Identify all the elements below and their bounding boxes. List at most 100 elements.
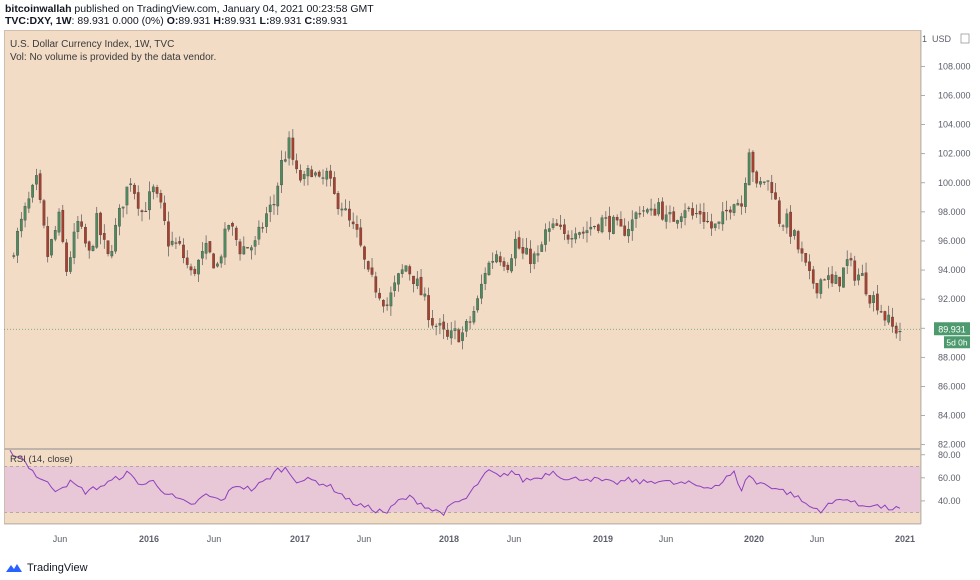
price-axis[interactable]: 82.00084.00086.00088.00090.00092.00094.0… (921, 61, 971, 450)
candle (664, 205, 668, 229)
candle (480, 274, 483, 305)
footer-brand[interactable]: TradingView (6, 560, 88, 576)
candle (257, 220, 261, 245)
candle-body (661, 201, 664, 220)
candle-body (136, 192, 140, 209)
candle-body (540, 244, 544, 252)
candle (442, 314, 446, 340)
candle-body (676, 220, 679, 224)
candle (563, 218, 566, 241)
candle (400, 264, 404, 278)
candle-body (566, 234, 570, 240)
candle (295, 153, 298, 174)
candle-body (393, 282, 397, 291)
candle-body (710, 221, 713, 229)
candle-body (163, 202, 166, 222)
author-name[interactable]: bitcoinwallah (5, 3, 72, 15)
candle-body (46, 226, 50, 257)
candle (585, 221, 589, 243)
candle (378, 288, 381, 301)
candle-body (102, 233, 106, 240)
candle (453, 320, 457, 340)
candle-body (151, 186, 155, 193)
candle (608, 206, 611, 240)
candle (280, 150, 283, 193)
candle-body (551, 223, 555, 228)
candle (223, 222, 227, 266)
candle-body (438, 323, 442, 326)
candle-body (65, 242, 68, 272)
candle-body (449, 330, 453, 339)
candle (242, 236, 246, 255)
candle (336, 190, 340, 215)
candle-body (423, 293, 427, 297)
candle-body (257, 226, 261, 240)
candle (747, 148, 751, 186)
candle (578, 231, 581, 239)
candle-body (283, 159, 287, 162)
candle (332, 171, 336, 195)
candle (728, 206, 732, 220)
candle (167, 211, 170, 257)
price-axis-unit[interactable]: USD (932, 34, 952, 44)
candle-body (419, 276, 423, 296)
candle-body (495, 254, 498, 263)
rsi-tick-label: 80.00 (938, 450, 961, 460)
candle-body (434, 325, 438, 327)
candle (468, 316, 472, 330)
candle-body (227, 225, 231, 230)
candle-body (325, 170, 329, 180)
candle (253, 236, 257, 256)
candle-body (736, 203, 740, 206)
candle-body (250, 247, 253, 251)
candles (12, 129, 902, 350)
candle (842, 267, 845, 288)
candle (178, 236, 182, 246)
candle-body (374, 276, 378, 293)
candle (815, 283, 819, 299)
candle-body (200, 251, 204, 259)
candle (363, 245, 366, 270)
scale-settings-icon[interactable] (960, 33, 970, 44)
candle (510, 254, 513, 274)
candle (649, 198, 653, 216)
candle (216, 261, 219, 268)
candle (204, 235, 208, 260)
candle-body (87, 241, 91, 251)
volume-note: Vol: No volume is provided by the data v… (10, 52, 216, 63)
price-tick-label: 106.000 (938, 90, 971, 100)
rsi-title[interactable]: RSI (14, close) (10, 454, 73, 465)
candle (695, 204, 698, 218)
candle (227, 224, 231, 232)
candle-body (129, 183, 133, 186)
candle-body (317, 171, 321, 177)
candle-body (593, 225, 596, 228)
candle (144, 201, 148, 213)
price-tick-label: 98.000 (938, 207, 966, 217)
candle-body (268, 204, 272, 213)
time-tick-label: 2017 (290, 534, 310, 544)
candle (551, 217, 555, 231)
candle-body (585, 230, 589, 234)
high-label: H: (213, 15, 225, 27)
close-label: C: (304, 15, 316, 27)
candle-body (823, 279, 826, 281)
candle-body (612, 216, 615, 234)
candle (38, 169, 42, 204)
candle (898, 322, 902, 341)
candle (329, 164, 332, 187)
time-axis[interactable]: Jun 2016 Jun 2017 Jun 2018 Jun 2019 Jun 2020 Jun 20… (53, 534, 915, 544)
candle (853, 255, 857, 286)
candle-body (76, 221, 80, 232)
candle-body (657, 202, 660, 215)
candle-body (815, 283, 819, 294)
candle (725, 200, 728, 221)
candle (623, 218, 627, 237)
candle (687, 206, 691, 212)
candle (642, 205, 645, 217)
candle-body (668, 212, 672, 215)
candle (95, 206, 99, 249)
candle-body (276, 185, 280, 207)
chart-svg[interactable]: 82.00084.00086.00088.00090.00092.00094.0… (4, 30, 976, 553)
candle (310, 165, 314, 178)
